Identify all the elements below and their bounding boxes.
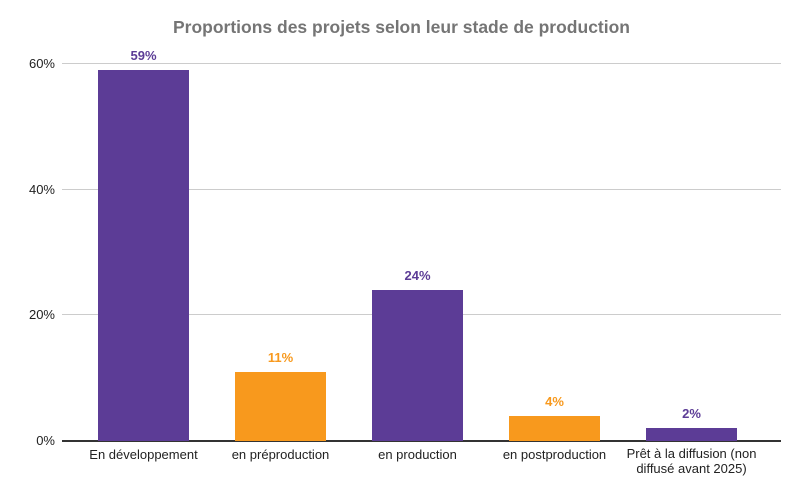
gridline — [62, 62, 781, 64]
bar-value-label: 24% — [404, 268, 431, 284]
x-category-label: en postproduction — [502, 447, 607, 462]
bar-value-label: 11% — [267, 349, 294, 365]
x-category-label: Prêt à la diffusion (non diffusé avant 2… — [626, 446, 757, 477]
bar-slot: 2% — [623, 45, 760, 441]
bar-4[interactable] — [509, 415, 600, 441]
x-category-slot: en postproduction — [486, 446, 623, 464]
y-tick-label: 20% — [28, 307, 55, 323]
x-category-label: en préproduction — [231, 447, 330, 462]
gridline — [62, 188, 781, 190]
bar-slot: 4% — [486, 45, 623, 441]
chart-title: Proportions des projets selon leur stade… — [172, 17, 630, 37]
x-category-slot: en préproduction — [212, 446, 349, 464]
plot-area: 59% 11% 24% 4% 2% — [62, 45, 781, 442]
y-tick-label: 60% — [28, 55, 55, 71]
bar-value-label: 2% — [682, 406, 701, 422]
x-category-slot: En développement — [75, 446, 212, 464]
bar-slot: 11% — [212, 45, 349, 441]
bar-slot: 24% — [349, 45, 486, 441]
bar-slot: 59% — [75, 45, 212, 441]
y-tick-label: 0% — [36, 433, 55, 448]
bar-2[interactable] — [235, 371, 326, 441]
bar-value-label: 59% — [130, 48, 157, 64]
bars-container: 59% 11% 24% 4% 2% — [75, 45, 760, 441]
y-tick-label: 40% — [28, 181, 55, 197]
x-category-label: en production — [378, 447, 457, 462]
x-axis-labels: En développement en préproduction en produ… — [75, 446, 760, 490]
bar-value-label: 4% — [545, 393, 564, 409]
bar-1[interactable] — [98, 70, 189, 441]
bar-3[interactable] — [372, 290, 463, 441]
bar-5[interactable] — [646, 428, 737, 441]
x-category-label: En développement — [89, 447, 198, 462]
x-category-slot: en production — [349, 446, 486, 464]
x-axis-line — [62, 440, 781, 442]
x-category-slot: Prêt à la diffusion (non diffusé avant 2… — [623, 446, 760, 478]
